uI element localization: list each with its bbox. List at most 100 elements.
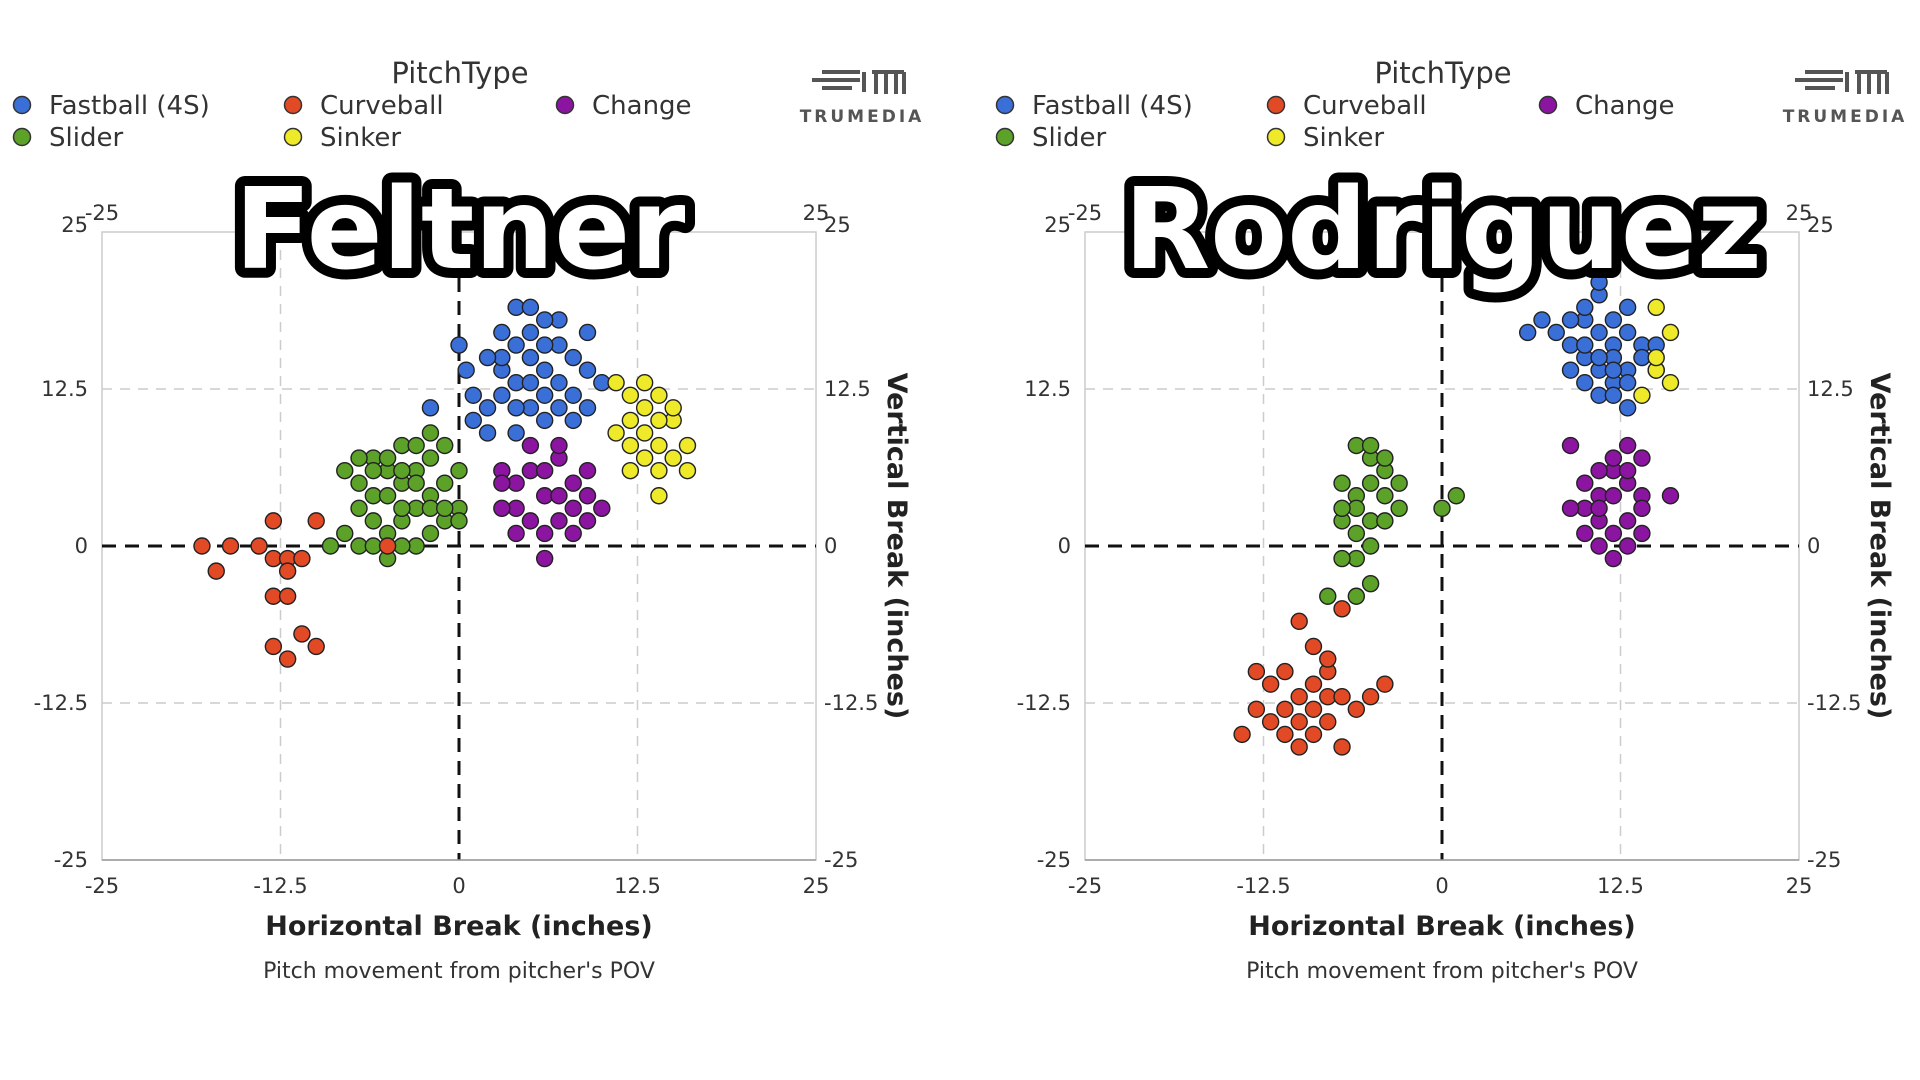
data-point[interactable] <box>564 524 582 543</box>
data-point[interactable] <box>1361 436 1380 455</box>
data-point[interactable] <box>621 411 640 430</box>
legend-label[interactable]: Curveball <box>1303 91 1427 121</box>
data-point[interactable] <box>250 537 268 555</box>
data-point[interactable] <box>1333 499 1351 518</box>
legend-label[interactable]: Change <box>1575 91 1675 121</box>
data-point[interactable] <box>564 499 582 518</box>
data-point[interactable] <box>578 512 597 530</box>
data-point[interactable] <box>278 562 297 580</box>
data-point[interactable] <box>1576 374 1594 392</box>
data-point[interactable] <box>1361 574 1380 593</box>
data-point[interactable] <box>364 461 383 480</box>
legend-label[interactable]: Sinker <box>320 123 401 153</box>
data-point[interactable] <box>1561 361 1580 379</box>
data-point[interactable] <box>507 524 525 543</box>
data-point[interactable] <box>1633 524 1651 543</box>
data-point[interactable] <box>1590 273 1608 291</box>
data-point[interactable] <box>450 461 468 480</box>
data-point[interactable] <box>293 549 311 568</box>
data-point[interactable] <box>650 461 668 480</box>
data-point[interactable] <box>621 461 640 480</box>
data-point[interactable] <box>650 436 668 455</box>
data-point[interactable] <box>307 512 325 530</box>
data-point[interactable] <box>635 374 654 392</box>
data-point[interactable] <box>550 399 568 417</box>
data-point[interactable] <box>1233 725 1251 744</box>
data-point[interactable] <box>1276 700 1294 718</box>
data-point[interactable] <box>507 424 525 442</box>
legend-marker[interactable] <box>995 95 1015 115</box>
data-point[interactable] <box>1347 524 1366 543</box>
data-point[interactable] <box>464 386 482 404</box>
data-point[interactable] <box>1618 436 1637 455</box>
data-point[interactable] <box>421 399 440 417</box>
data-point[interactable] <box>664 399 682 417</box>
data-point[interactable] <box>564 386 582 404</box>
data-point[interactable] <box>521 298 540 317</box>
legend-marker[interactable] <box>12 127 32 147</box>
data-point[interactable] <box>336 461 354 480</box>
data-point[interactable] <box>457 361 475 379</box>
data-point[interactable] <box>1304 725 1323 744</box>
data-point[interactable] <box>321 537 340 555</box>
data-point[interactable] <box>493 499 511 518</box>
legend-marker[interactable] <box>1538 95 1558 115</box>
data-point[interactable] <box>1333 600 1351 618</box>
data-point[interactable] <box>1618 374 1637 392</box>
data-point[interactable] <box>1576 298 1594 317</box>
data-point[interactable] <box>407 474 425 492</box>
legend-marker[interactable] <box>995 127 1015 147</box>
data-point[interactable] <box>1247 700 1266 718</box>
data-point[interactable] <box>535 524 554 543</box>
data-point[interactable] <box>1361 537 1380 555</box>
legend-label[interactable]: Fastball (4S) <box>49 91 210 121</box>
legend-marker[interactable] <box>283 127 303 147</box>
data-point[interactable] <box>1604 449 1623 467</box>
data-point[interactable] <box>550 436 568 455</box>
data-point[interactable] <box>1290 713 1308 731</box>
data-point[interactable] <box>1604 487 1623 505</box>
data-point[interactable] <box>650 386 668 404</box>
data-point[interactable] <box>478 399 497 417</box>
data-point[interactable] <box>664 449 682 467</box>
legend-marker[interactable] <box>283 95 303 115</box>
data-point[interactable] <box>350 449 368 467</box>
data-point[interactable] <box>564 348 582 367</box>
data-point[interactable] <box>564 411 582 430</box>
data-point[interactable] <box>1618 298 1637 317</box>
data-point[interactable] <box>1633 449 1651 467</box>
data-point[interactable] <box>1590 537 1608 555</box>
data-point[interactable] <box>421 524 440 543</box>
data-point[interactable] <box>1618 461 1637 480</box>
data-point[interactable] <box>1376 449 1394 467</box>
legend-marker[interactable] <box>555 95 575 115</box>
data-point[interactable] <box>621 386 640 404</box>
data-point[interactable] <box>1261 675 1280 693</box>
data-point[interactable] <box>1518 323 1537 342</box>
legend-label[interactable]: Slider <box>49 123 123 153</box>
data-point[interactable] <box>1376 487 1394 505</box>
data-point[interactable] <box>535 386 554 404</box>
data-point[interactable] <box>207 562 225 580</box>
data-point[interactable] <box>350 474 368 492</box>
data-point[interactable] <box>1604 386 1623 404</box>
data-point[interactable] <box>1390 474 1408 492</box>
data-point[interactable] <box>1618 537 1637 555</box>
data-point[interactable] <box>407 436 425 455</box>
data-point[interactable] <box>1633 499 1651 518</box>
data-point[interactable] <box>493 323 511 342</box>
data-point[interactable] <box>1661 374 1680 392</box>
legend-label[interactable]: Change <box>592 91 692 121</box>
legend-marker[interactable] <box>1266 95 1286 115</box>
data-point[interactable] <box>535 411 554 430</box>
data-point[interactable] <box>1376 675 1394 693</box>
data-point[interactable] <box>278 587 297 605</box>
legend-label[interactable]: Fastball (4S) <box>1032 91 1193 121</box>
data-point[interactable] <box>1347 587 1366 605</box>
data-point[interactable] <box>1333 549 1351 568</box>
data-point[interactable] <box>293 625 311 643</box>
data-point[interactable] <box>1304 700 1323 718</box>
data-point[interactable] <box>450 512 468 530</box>
data-point[interactable] <box>436 436 454 455</box>
data-point[interactable] <box>1576 336 1594 354</box>
